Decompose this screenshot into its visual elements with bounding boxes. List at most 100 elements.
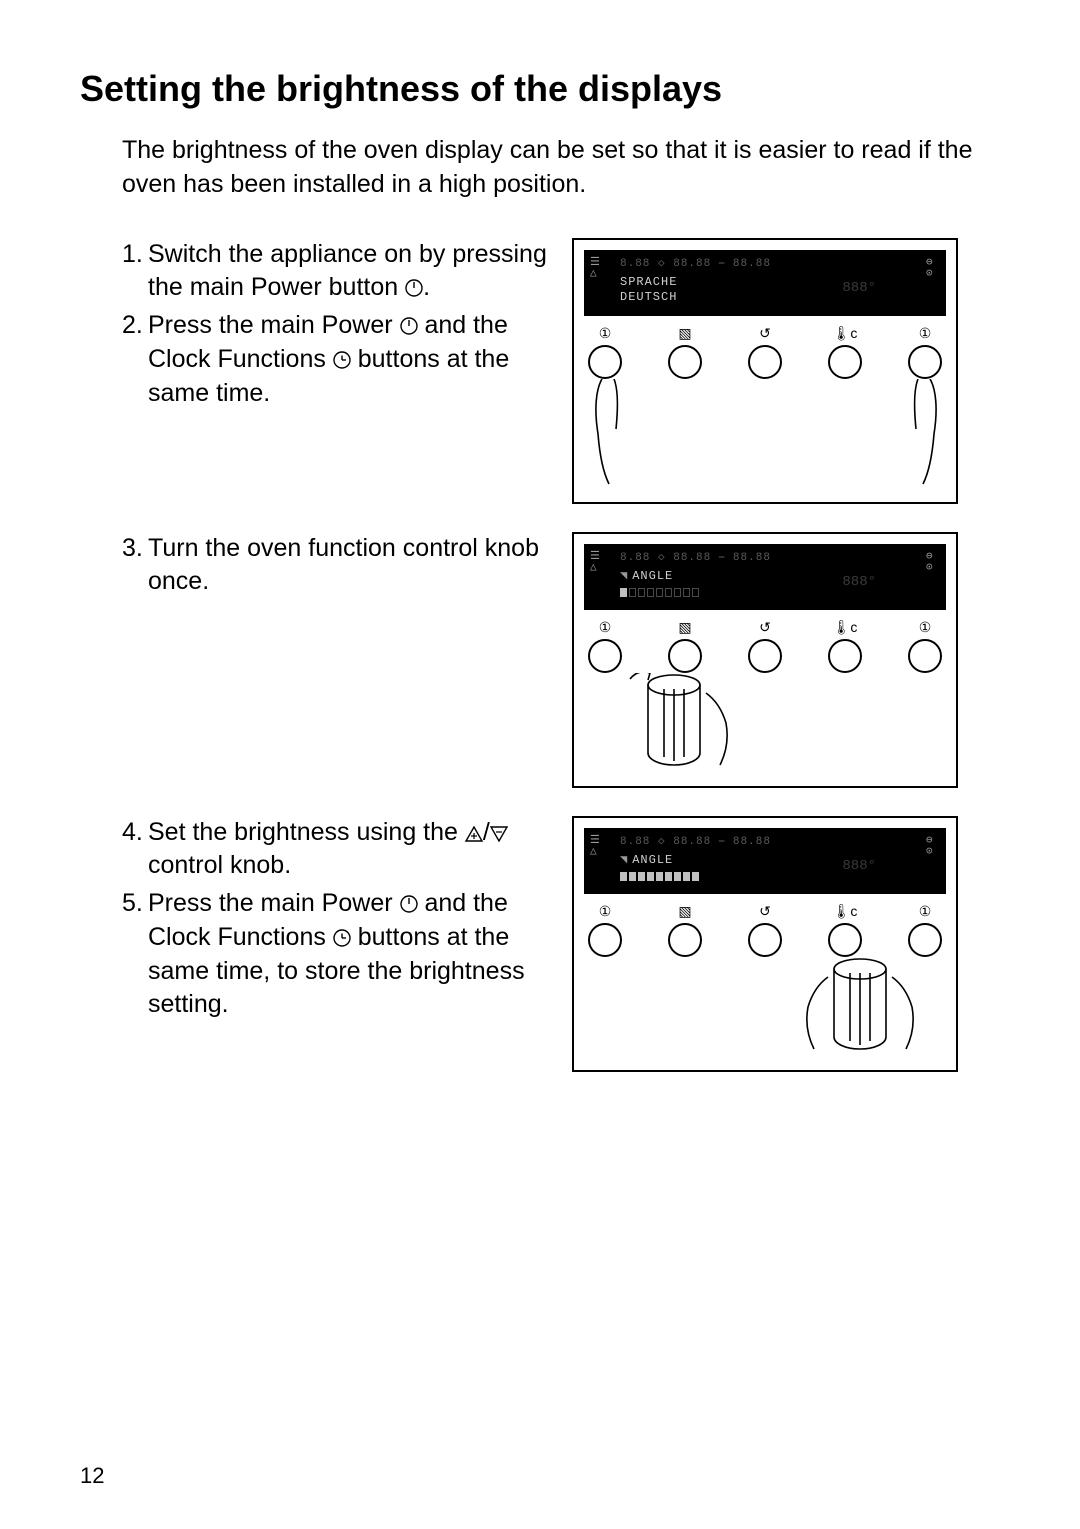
panel-left-icons: ☰△ xyxy=(590,836,604,858)
btn-label-temp: 🌡c xyxy=(833,620,858,636)
seg-placeholder: 8.88 ◇ 88.88 ⎯ 88.88 xyxy=(620,834,910,848)
step-2-text-a: Press the main Power xyxy=(148,311,400,339)
power-icon xyxy=(405,279,423,297)
step-block-1: 1. Switch the appliance on by pressing t… xyxy=(80,238,1000,504)
panel-left-icons: ☰△ xyxy=(590,552,604,574)
clock-button[interactable] xyxy=(908,923,942,957)
step-1: 1. Switch the appliance on by pressing t… xyxy=(122,238,552,306)
knob-right-icon xyxy=(584,957,946,1057)
power-button[interactable] xyxy=(588,639,622,673)
ghost-temp: 888° xyxy=(842,574,876,590)
btn-label-timer: ↺ xyxy=(759,620,771,636)
step-4-text-b: con­trol knob. xyxy=(148,851,291,879)
step-block-3: 4. Set the brightness using the / con­tr… xyxy=(80,816,1000,1072)
ghost-temp: 888° xyxy=(842,858,876,874)
bar-segment xyxy=(683,872,690,881)
power-button[interactable] xyxy=(588,923,622,957)
timer-button[interactable] xyxy=(748,345,782,379)
bar-segment xyxy=(656,872,663,881)
step-5-num: 5. xyxy=(122,887,148,1022)
bar-segment xyxy=(665,872,672,881)
display-panel-1: ☰△ ⊖⊙ 8.88 ◇ 88.88 ⎯ 88.88 SPRACHE DEUTS… xyxy=(584,250,946,316)
clock-icon xyxy=(333,351,351,369)
step-1-text-b: . xyxy=(423,273,430,301)
btn-label-power: ① xyxy=(599,326,612,342)
display-line1: SPRACHE xyxy=(620,276,677,289)
bar-segment xyxy=(692,588,699,597)
panel-left-icons: ☰△ xyxy=(590,258,604,280)
panel-right-icons: ⊖⊙ xyxy=(926,552,940,574)
cook-button[interactable] xyxy=(668,923,702,957)
steps-1-2: 1. Switch the appliance on by pressing t… xyxy=(122,238,552,415)
seg-placeholder: 8.88 ◇ 88.88 ⎯ 88.88 xyxy=(620,256,910,270)
step-3-text: Turn the oven function control knob once… xyxy=(148,532,552,600)
diagram-1: ☰△ ⊖⊙ 8.88 ◇ 88.88 ⎯ 88.88 SPRACHE DEUTS… xyxy=(572,238,958,504)
clock-icon xyxy=(333,929,351,947)
page-title: Setting the brightness of the displays xyxy=(80,68,1000,110)
bar-segment xyxy=(674,872,681,881)
btn-label-power: ① xyxy=(599,620,612,636)
btn-label-clock: ① xyxy=(919,620,932,636)
bar-segment xyxy=(647,588,654,597)
clock-button[interactable] xyxy=(908,639,942,673)
knob-left-icon xyxy=(584,673,946,773)
bar-segment xyxy=(683,588,690,597)
diagram-2: ☰△ ⊖⊙ 8.88 ◇ 88.88 ⎯ 88.88 ◥ANGLE 888° ①… xyxy=(572,532,958,788)
step-1-text: Switch the appliance on by pressing the … xyxy=(148,238,552,306)
display-text-2: ◥ANGLE xyxy=(620,570,673,583)
btn-label-timer: ↺ xyxy=(759,904,771,920)
finger-right-icon xyxy=(915,379,936,484)
step-1-text-a: Switch the appliance on by pressing the … xyxy=(148,240,547,302)
display-line2: DEUTSCH xyxy=(620,290,677,304)
seg-placeholder: 8.88 ◇ 88.88 ⎯ 88.88 xyxy=(620,550,910,564)
panel-right-icons: ⊖⊙ xyxy=(926,258,940,280)
timer-button[interactable] xyxy=(748,639,782,673)
brightness-bars-3 xyxy=(620,872,699,881)
display-text-3: ◥ANGLE xyxy=(620,854,673,867)
intro-paragraph: The brightness of the oven display can b… xyxy=(122,134,1000,202)
diagram-3: ☰△ ⊖⊙ 8.88 ◇ 88.88 ⎯ 88.88 ◥ANGLE 888° ①… xyxy=(572,816,958,1072)
minus-triangle-icon xyxy=(490,826,508,842)
btn-label-clock: ① xyxy=(919,326,932,342)
bar-segment xyxy=(674,588,681,597)
power-icon xyxy=(400,895,418,913)
temp-button[interactable] xyxy=(828,639,862,673)
bar-segment xyxy=(638,872,645,881)
step-2: 2. Press the main Power and the Clock Fu… xyxy=(122,309,552,410)
step-2-num: 2. xyxy=(122,309,148,410)
clock-button[interactable] xyxy=(908,345,942,379)
step-5-text: Press the main Power and the Clock Funct… xyxy=(148,887,552,1022)
steps-3: 3. Turn the oven function control knob o… xyxy=(122,532,552,604)
temp-button[interactable] xyxy=(828,345,862,379)
power-button[interactable] xyxy=(588,345,622,379)
panel-right-icons: ⊖⊙ xyxy=(926,836,940,858)
finger-left-icon xyxy=(596,379,617,484)
plus-triangle-icon xyxy=(465,826,483,842)
btn-label-temp: 🌡c xyxy=(833,904,858,920)
step-3: 3. Turn the oven function control knob o… xyxy=(122,532,552,600)
temp-button[interactable] xyxy=(828,923,862,957)
btn-label-power: ① xyxy=(599,904,612,920)
btn-label-temp: 🌡c xyxy=(833,326,858,342)
bar-segment xyxy=(638,588,645,597)
bar-segment xyxy=(692,872,699,881)
brightness-bars-2 xyxy=(620,588,699,597)
step-5: 5. Press the main Power and the Clock Fu… xyxy=(122,887,552,1022)
fingers-svg-1 xyxy=(584,379,946,489)
ghost-temp: 888° xyxy=(842,280,876,296)
cook-button[interactable] xyxy=(668,345,702,379)
button-row-1: ① ▧ ↺ 🌡c ① xyxy=(584,326,946,379)
timer-button[interactable] xyxy=(748,923,782,957)
step-2-text: Press the main Power and the Clock Funct… xyxy=(148,309,552,410)
btn-label-cook: ▧ xyxy=(678,620,691,636)
step-block-2: 3. Turn the oven function control knob o… xyxy=(80,532,1000,788)
bar-segment xyxy=(620,872,627,881)
cook-button[interactable] xyxy=(668,639,702,673)
button-row-2: ① ▧ ↺ 🌡c ① xyxy=(584,620,946,673)
step-1-num: 1. xyxy=(122,238,148,306)
step-5-text-a: Press the main Power xyxy=(148,889,400,917)
step-4-num: 4. xyxy=(122,816,148,884)
btn-label-timer: ↺ xyxy=(759,326,771,342)
page-number: 12 xyxy=(80,1463,104,1489)
bar-segment xyxy=(665,588,672,597)
